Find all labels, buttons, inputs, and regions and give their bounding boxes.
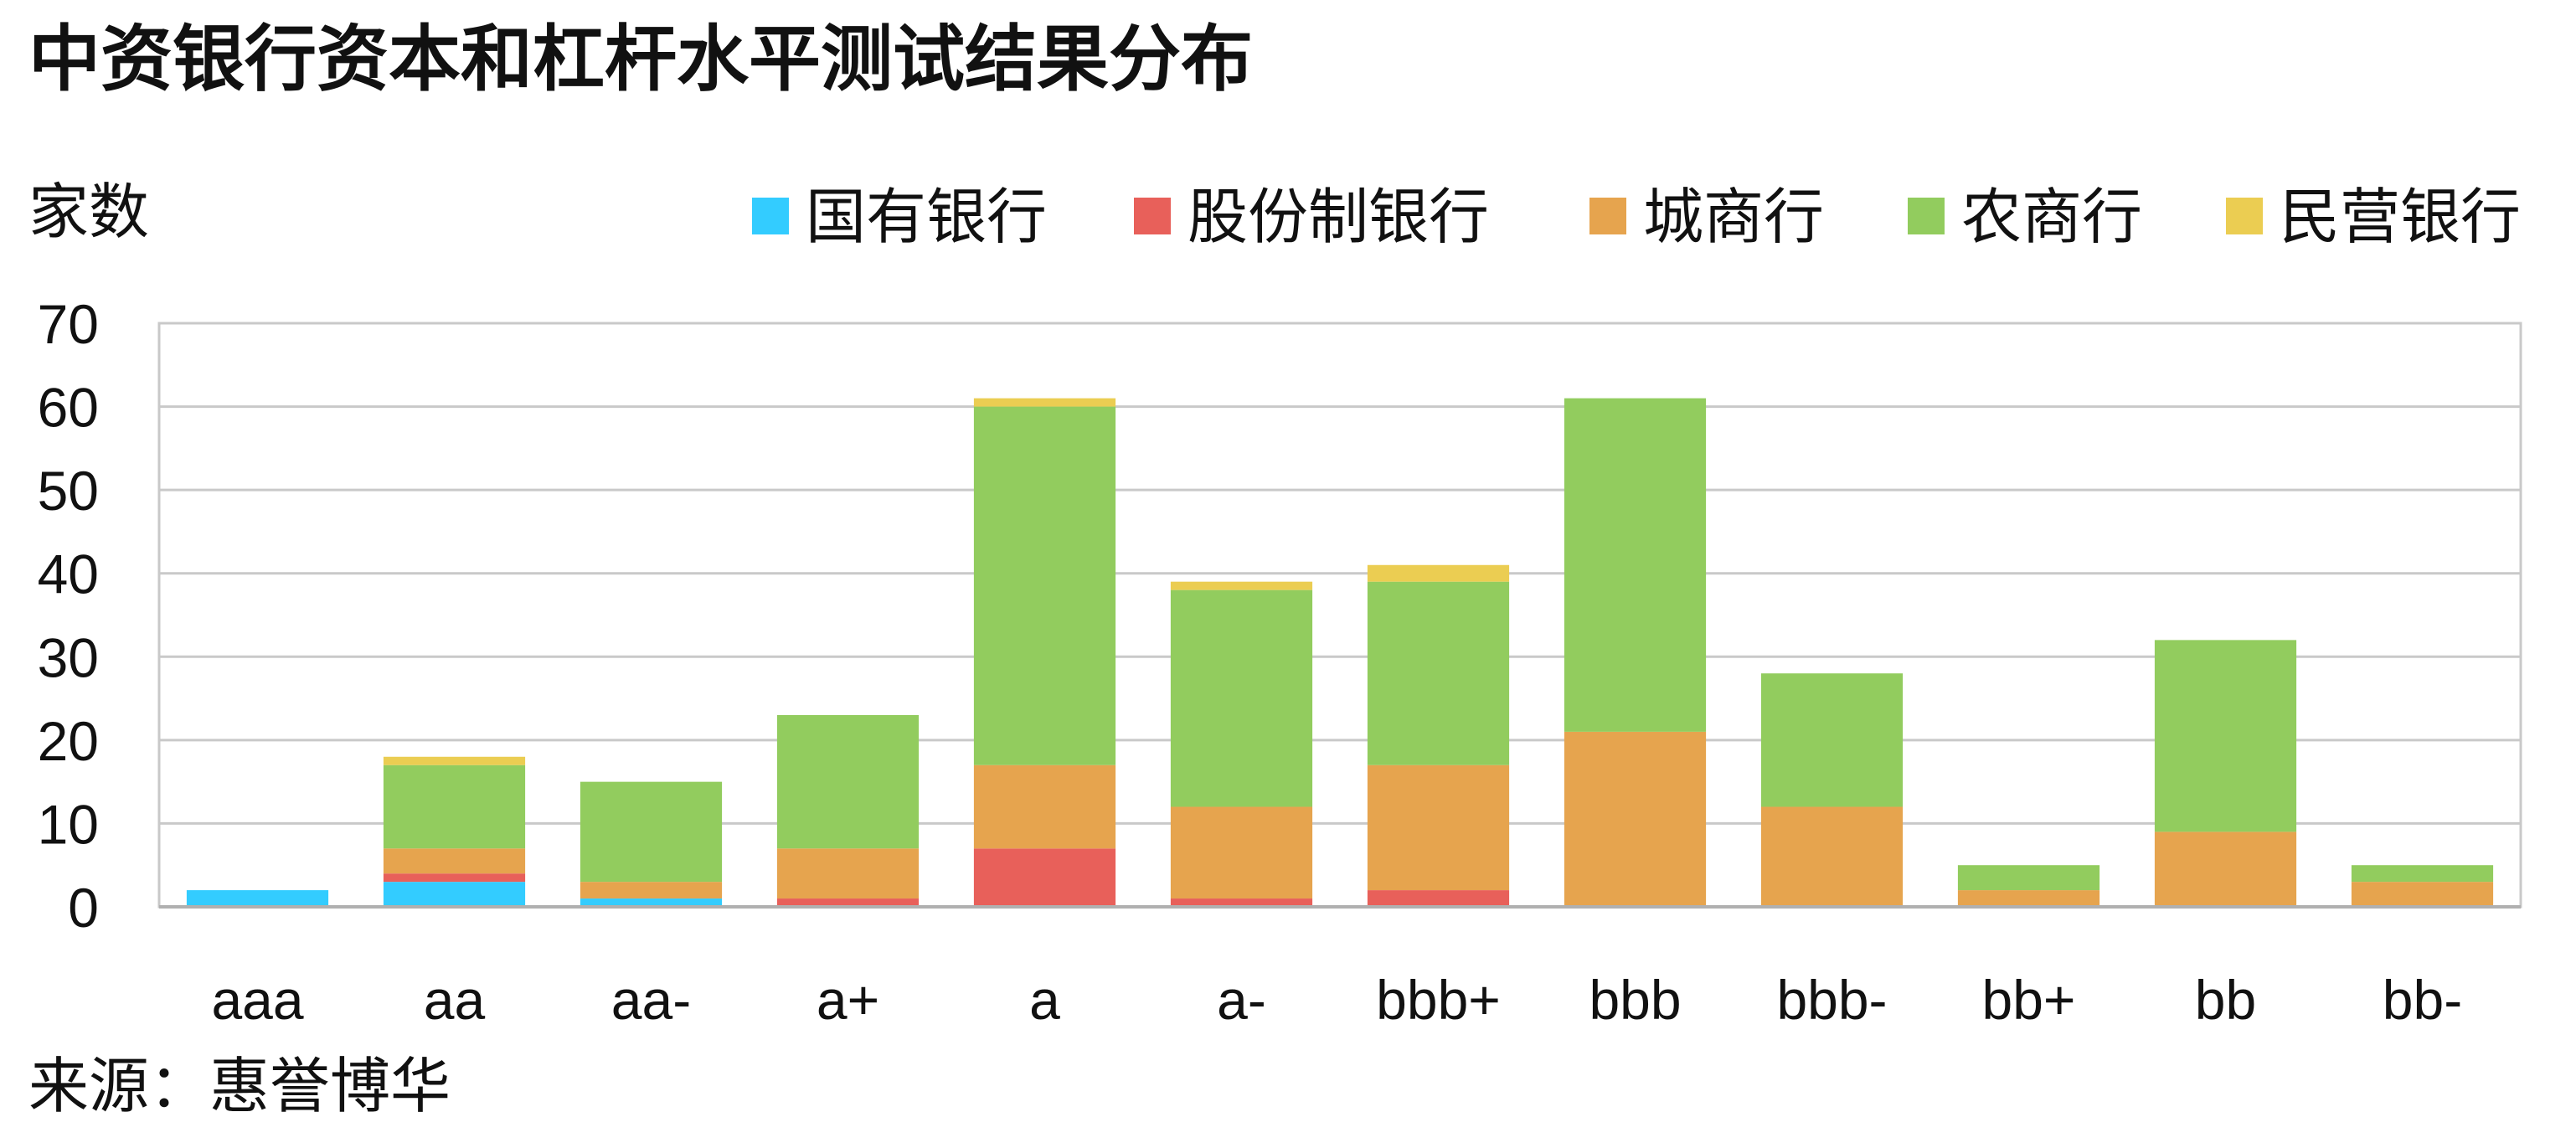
bar-segment [2351,882,2494,907]
x-tick-label: aa [424,969,486,1031]
bar-segment [776,898,920,907]
y-tick-label: 30 [38,626,99,688]
bar-segment [383,882,526,907]
bar-segment [2351,865,2494,883]
bar-segment [1367,764,1510,891]
bar-segment [1367,890,1510,907]
legend-swatch [2226,198,2263,234]
source-note: 来源：惠誉博华 [28,1051,451,1121]
y-axis-label: 家数 [28,177,149,247]
bar-segment [1170,806,1313,899]
bar-segment [1170,589,1313,807]
y-tick-label: 0 [68,877,99,939]
y-tick-label: 60 [38,377,99,439]
grid-lines [157,322,2522,909]
legend-label: 股份制银行 [1188,182,1489,252]
legend-swatch [1589,198,1626,234]
x-tick-label: a- [1217,969,1266,1031]
y-tick-label: 20 [38,710,99,772]
bar-marks [186,398,2494,907]
bar-segment [580,898,723,907]
bar-segment [1367,581,1510,765]
x-tick-label: bb+ [1982,969,2076,1031]
y-tick-label: 70 [38,293,99,355]
bar-segment [973,406,1116,765]
bar-segment [580,882,723,899]
x-tick-label: a [1029,969,1060,1031]
bar-segment [383,756,526,765]
y-tick-label: 40 [38,543,99,605]
x-tick-label: bb- [2383,969,2462,1031]
y-tick-label: 50 [38,460,99,522]
legend-swatch [1908,198,1945,234]
x-tick-label: a+ [817,969,879,1031]
bar-segment [1564,731,1707,907]
legend-swatch [752,198,789,234]
bar-segment [1367,564,1510,582]
bar-segment [1170,581,1313,590]
chart-title: 中资银行资本和杠杆水平测试结果分布 [28,18,1253,101]
bar-segment [2154,831,2297,907]
bar-segment [973,398,1116,407]
bar-segment [973,848,1116,907]
legend-label: 城商行 [1643,182,1824,252]
bar-segment [1760,806,1904,907]
legend-swatch [1134,198,1171,234]
bar-segment [1564,398,1707,732]
bar-segment [776,848,920,899]
legend-label: 农商行 [1961,182,2142,252]
bar-segment [776,714,920,849]
x-tick-label: bb [2195,969,2256,1031]
legend-label: 民营银行 [2280,182,2521,252]
bar-segment [973,764,1116,849]
x-tick-label: aaa [211,969,303,1031]
bar-segment [383,873,526,883]
bar-segment [1760,673,1904,807]
bar-segment [1957,865,2100,891]
bar-segment [580,781,723,883]
x-tick-label: bbb [1589,969,1681,1031]
bar-segment [383,848,526,874]
x-tick-label: bbb+ [1376,969,1501,1031]
y-tick-label: 10 [38,793,99,855]
x-tick-label: bbb- [1776,969,1887,1031]
x-tick-label: aa- [611,969,691,1031]
bar-segment [1170,898,1313,907]
bar-segment [383,764,526,849]
legend: 国有银行 股份制银行 城商行 农商行 民营银行 [752,182,2521,252]
bar-segment [186,890,329,907]
bar-segment [1957,890,2100,907]
bar-segment [2154,640,2297,832]
legend-label: 国有银行 [806,182,1047,252]
